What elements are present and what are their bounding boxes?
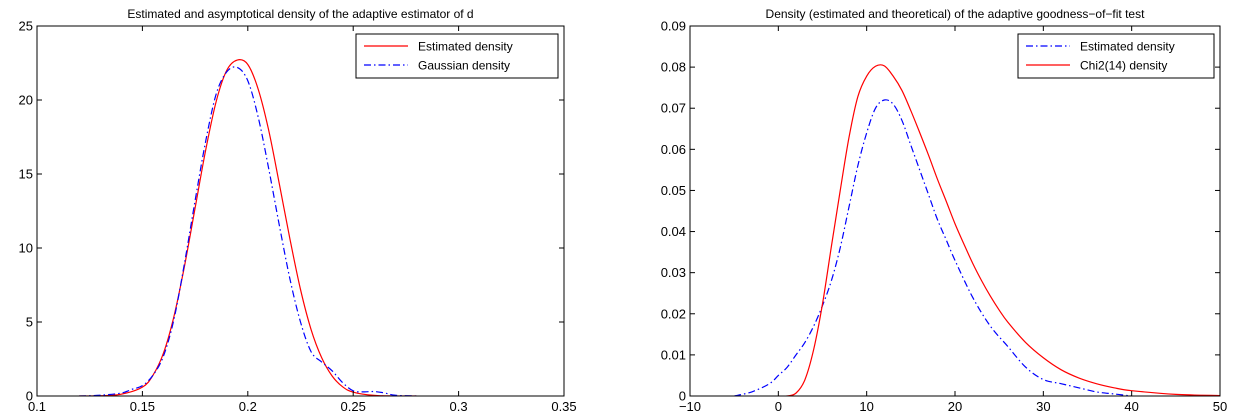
x-tick-label: −10 (679, 399, 701, 414)
x-tick-label: 40 (1124, 399, 1138, 414)
x-tick-label: 50 (1213, 399, 1227, 414)
legend-box (1017, 33, 1215, 79)
x-tick-label: 0.35 (551, 399, 576, 414)
legend-label: Estimated density (1080, 40, 1175, 54)
x-tick-label: 20 (948, 399, 962, 414)
chart-title: Estimated and asymptotical density of th… (127, 7, 473, 21)
y-tick-label: 20 (19, 93, 33, 108)
chart-1: Estimated and asymptotical density of th… (19, 7, 577, 414)
series-line-1 (734, 99, 1132, 396)
chart-2: Density (estimated and theoretical) of t… (661, 7, 1228, 414)
legend: Estimated density Chi2(14) density (1017, 33, 1215, 79)
y-tick-label: 10 (19, 241, 33, 256)
y-tick-label: 15 (19, 167, 33, 182)
y-tick-label: 5 (26, 315, 33, 330)
x-tick-label: 10 (859, 399, 873, 414)
y-tick-label: 0.04 (661, 224, 686, 239)
x-tick-label: 0.2 (239, 399, 257, 414)
legend-label: Estimated density (418, 40, 513, 54)
y-tick-label: 0.07 (661, 101, 686, 116)
x-tick-label: 0 (775, 399, 782, 414)
x-tick-label: 30 (1036, 399, 1050, 414)
x-tick-label: 0.15 (130, 399, 155, 414)
legend-label: Gaussian density (418, 59, 510, 73)
y-tick-label: 0.06 (661, 142, 686, 157)
x-tick-label: 0.1 (28, 399, 46, 414)
y-tick-label: 0 (26, 389, 33, 404)
chart-title: Density (estimated and theoretical) of t… (766, 7, 1146, 21)
y-tick-label: 0 (679, 389, 686, 404)
legend-label: Chi2(14) density (1080, 59, 1167, 73)
series-line-1 (79, 59, 417, 396)
plot-frame (689, 25, 1221, 397)
y-tick-label: 0.09 (661, 19, 686, 34)
x-tick-label: 0.3 (450, 399, 468, 414)
y-tick-label: 0.08 (661, 60, 686, 75)
y-tick-label: 0.03 (661, 265, 686, 280)
legend-box (355, 33, 559, 79)
series-line-2 (778, 64, 1220, 396)
y-tick-label: 25 (19, 19, 33, 34)
plot-frame (36, 25, 565, 397)
y-tick-label: 0.02 (661, 306, 686, 321)
x-tick-label: 0.25 (341, 399, 366, 414)
series-line-2 (79, 66, 417, 396)
legend: Estimated density Gaussian density (355, 33, 559, 79)
y-tick-label: 0.01 (661, 347, 686, 362)
y-tick-label: 0.05 (661, 183, 686, 198)
